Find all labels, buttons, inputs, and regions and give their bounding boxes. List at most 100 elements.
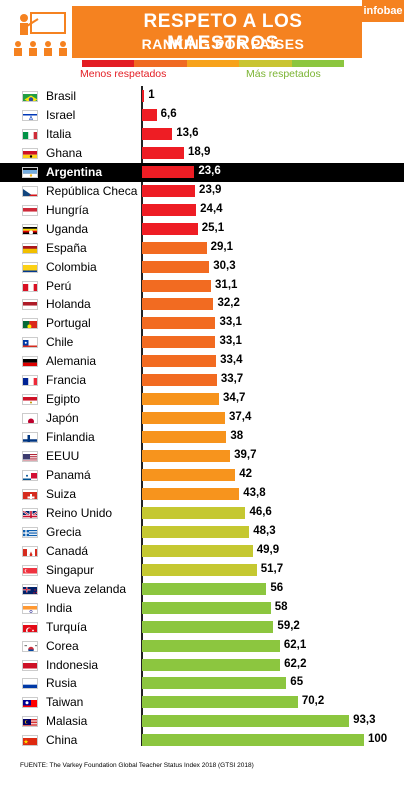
malaysia-flag-icon	[22, 716, 38, 728]
value-label: 23,6	[198, 164, 221, 177]
table-row: Ghana 18,9	[0, 144, 404, 163]
bar	[142, 146, 184, 159]
czech-flag-icon	[22, 185, 38, 197]
country-label: Malasia	[46, 714, 88, 729]
bar	[142, 260, 210, 273]
table-row: Israel 6,6	[0, 106, 404, 125]
bar	[142, 506, 246, 519]
colombia-flag-icon	[22, 261, 38, 273]
table-row: Indonesia 62,2	[0, 656, 404, 675]
header-banner: RESPETO A LOS MAESTROS RANKING POR PAÍSE…	[8, 6, 362, 58]
value-label: 23,9	[199, 183, 222, 196]
table-row: Holanda 32,2	[0, 295, 404, 314]
value-label: 1	[148, 89, 155, 101]
scale-segment	[82, 60, 135, 67]
uk-flag-icon	[22, 507, 38, 519]
bar	[142, 317, 216, 330]
scale-label-most: Más respetados	[246, 68, 321, 80]
value-label: 65	[290, 676, 304, 689]
singapore-flag-icon	[22, 564, 38, 576]
scale-segment	[291, 60, 345, 67]
korea-flag-icon	[22, 640, 38, 652]
value-label: 18,9	[187, 145, 211, 158]
france-flag-icon	[22, 375, 38, 387]
country-label: Chile	[46, 335, 74, 350]
bar	[142, 184, 196, 197]
turkey-flag-icon	[22, 621, 38, 633]
value-label: 34,7	[223, 392, 246, 405]
table-row: Taiwan 70,2	[0, 693, 404, 712]
country-label: India	[46, 600, 73, 615]
value-label: 62,1	[283, 638, 307, 651]
value-label: 30,3	[213, 259, 236, 272]
value-label: 33,1	[219, 316, 242, 329]
country-label: Egipto	[46, 392, 81, 407]
country-label: China	[46, 733, 78, 748]
bar	[142, 658, 281, 671]
bar	[142, 601, 271, 614]
value-label: 42	[239, 468, 253, 480]
value-label: 51,7	[260, 562, 284, 575]
value-label: 43,8	[243, 486, 266, 499]
country-label: España	[46, 240, 87, 255]
table-row: Perú 31,1	[0, 277, 404, 296]
value-label: 6,6	[160, 107, 177, 120]
table-row: Rusia 65	[0, 674, 404, 693]
value-label: 25,1	[201, 221, 225, 234]
country-label: Brasil	[46, 89, 77, 103]
bar	[142, 90, 145, 102]
country-label: Ghana	[46, 145, 83, 160]
country-label: Indonesia	[46, 657, 99, 672]
scale-segment	[134, 60, 187, 67]
infobae-logo: infobae	[362, 0, 404, 22]
table-row: Malasia 93,3	[0, 712, 404, 731]
bar	[142, 203, 197, 216]
value-label: 58	[274, 600, 288, 613]
value-label: 13,6	[176, 126, 199, 139]
value-label: 33,4	[220, 354, 243, 367]
table-row: EEUU 39,7	[0, 447, 404, 466]
country-label: Nueva zelanda	[46, 581, 127, 596]
country-label: Alemania	[46, 354, 97, 369]
value-label: 46,6	[249, 505, 272, 518]
value-label: 59,2	[277, 619, 300, 632]
italy-flag-icon	[22, 128, 38, 140]
value-label: 62,2	[284, 657, 307, 670]
bar	[142, 412, 226, 425]
country-label: Uganda	[46, 221, 89, 236]
uganda-flag-icon	[22, 223, 38, 235]
chart-title: RESPETO A LOS MAESTROS	[143, 11, 303, 54]
chile-flag-icon	[22, 337, 38, 349]
canada-flag-icon	[22, 545, 38, 557]
table-row: Corea 62,1	[0, 637, 404, 656]
country-label: Grecia	[46, 524, 82, 539]
bar	[142, 715, 350, 728]
value-label: 49,9	[256, 543, 280, 556]
country-label: Japón	[46, 411, 79, 426]
table-row: Japón 37,4	[0, 409, 404, 428]
country-label: Francia	[46, 373, 87, 388]
country-label: Turquía	[46, 619, 87, 634]
table-row: Finlandia 38	[0, 428, 404, 447]
table-row: España 29,1	[0, 239, 404, 258]
table-row: Argentina 23,6	[0, 162, 404, 182]
table-row: Canadá 49,9	[0, 542, 404, 561]
bar	[142, 355, 217, 368]
bar	[142, 469, 236, 481]
table-row: República Checa 23,9	[0, 182, 404, 201]
country-label: Hungría	[46, 202, 89, 217]
value-label: 37,4	[229, 411, 252, 424]
table-row: Hungría 24,4	[0, 201, 404, 220]
value-label: 48,3	[253, 524, 276, 537]
new-zealand-flag-icon	[22, 583, 38, 595]
bar	[142, 431, 227, 444]
scale-segment	[239, 60, 292, 67]
bar	[142, 222, 198, 235]
value-label: 39,7	[234, 449, 257, 462]
country-label: Corea	[46, 638, 79, 653]
value-label: 100	[368, 733, 388, 746]
scale-segment	[186, 60, 240, 67]
value-label: 93,3	[353, 714, 376, 727]
country-label: Portugal	[46, 316, 91, 331]
table-row: Uganda 25,1	[0, 220, 404, 239]
